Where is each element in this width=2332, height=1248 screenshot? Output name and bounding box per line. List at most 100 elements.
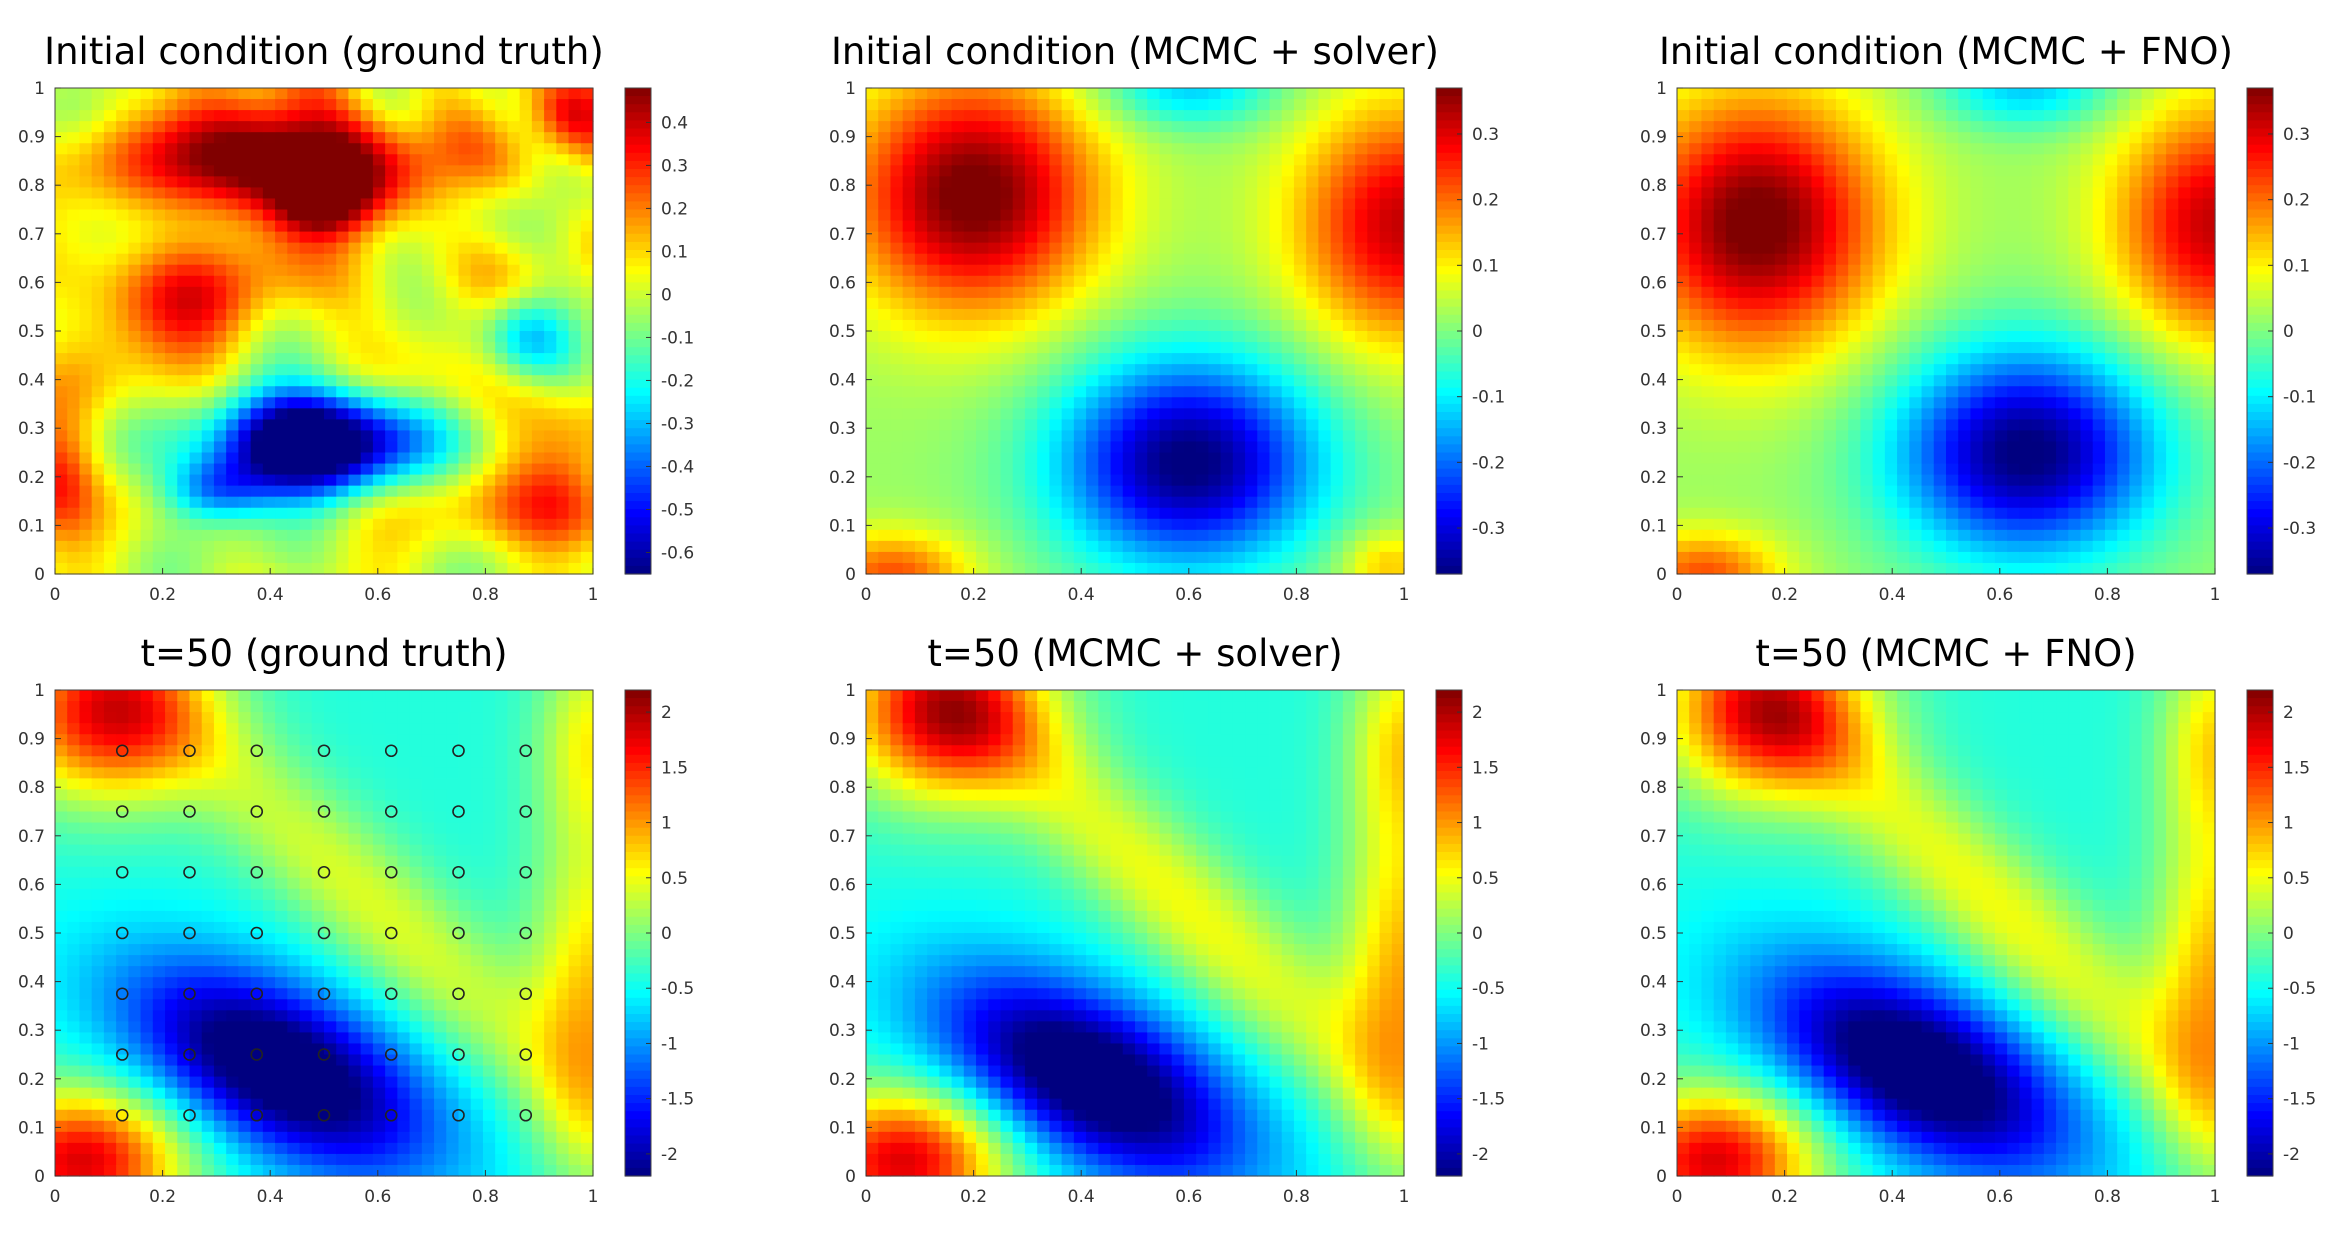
heatmap-cell [939,264,953,277]
heatmap-cell [152,452,166,465]
heatmap-cell [128,474,142,487]
heatmap-cell [1293,507,1307,520]
heatmap-cell [507,275,521,288]
heatmap-cell [79,529,93,542]
heatmap-cell [250,397,264,409]
heatmap-cell [519,319,533,332]
heatmap-cell [531,397,545,409]
heatmap-cell [1135,551,1148,564]
heatmap-cell [1897,441,1910,454]
heatmap-cell [360,540,374,553]
heatmap-cell [446,154,460,166]
heatmap-cell [287,198,301,211]
heatmap-cell [299,452,313,465]
heatmap-cell [1269,441,1283,454]
heatmap-cell [1762,518,1776,531]
heatmap-cell [939,308,953,321]
heatmap-cell [1281,220,1295,233]
heatmap-cell [1306,430,1320,443]
heatmap-cell [409,253,423,266]
heatmap-cell [1012,275,1026,288]
heatmap-cell [1183,463,1197,476]
heatmap-cell [1725,297,1739,310]
heatmap-cell [1689,286,1703,299]
heatmap-cell [1689,331,1703,343]
heatmap-cell [177,375,191,387]
heatmap-cell [1909,154,1923,166]
heatmap-cell [446,342,460,354]
heatmap-cell [1061,209,1075,222]
heatmap-cell [1860,308,1874,321]
heatmap-cell [1220,187,1234,200]
heatmap-cell [951,198,965,211]
heatmap-cell [878,132,892,144]
heatmap-cell [360,364,374,376]
heatmap-cell [1110,463,1124,476]
heatmap-cell [866,441,879,454]
heatmap-cell [1677,154,1690,166]
heatmap-cell [189,562,203,575]
heatmap-cell [1171,419,1185,432]
heatmap-cell [890,242,904,255]
heatmap-cell [976,507,989,520]
heatmap-cell [1823,132,1837,144]
heatmap-cell [1330,264,1344,277]
heatmap-cell [1000,375,1014,387]
heatmap-cell [250,253,264,266]
heatmap-cell [1012,308,1026,321]
heatmap-cell [1232,176,1246,189]
heatmap-cell [287,253,301,266]
heatmap-cell [128,198,142,211]
heatmap-cell [1909,441,1923,454]
heatmap-cell [1183,286,1197,299]
heatmap-cell [1306,551,1320,564]
heatmap-cell [446,132,460,144]
heatmap-cell [1024,386,1038,398]
heatmap-cell [409,562,423,575]
heatmap-cell [446,143,460,155]
heatmap-cell [1257,353,1271,365]
heatmap-cell [1787,518,1800,531]
heatmap-cell [299,529,313,542]
heatmap-cell [434,88,447,100]
heatmap-cell [482,562,496,575]
heatmap-cell [1159,342,1173,354]
heatmap-cell [1208,308,1222,321]
heatmap-cell [866,242,879,255]
heatmap-cell [262,99,276,111]
heatmap-cell [1086,518,1099,531]
heatmap-cell [927,165,940,177]
heatmap-cell [1355,397,1368,409]
heatmap-cell [1835,441,1849,454]
heatmap-cell [128,562,142,575]
heatmap-cell [1762,342,1776,354]
heatmap-cell [385,353,398,365]
heatmap-cell [1811,474,1825,487]
heatmap-cell [1269,143,1283,155]
heatmap-cell [1073,342,1087,354]
heatmap-cell [580,198,594,211]
heatmap-cell [397,110,411,122]
heatmap-cell [189,364,203,376]
heatmap-cell [1799,353,1813,365]
heatmap-cell [1086,408,1099,420]
heatmap-cell [275,88,288,100]
heatmap-cell [238,474,252,487]
heatmap-cell [1848,496,1862,509]
heatmap-cell [67,507,81,520]
heatmap-cell [1098,485,1112,498]
heatmap-cell [1799,540,1813,553]
heatmap-cell [1367,375,1381,387]
heatmap-cell [213,408,227,420]
heatmap-cell [519,507,533,520]
heatmap-cell [1269,408,1283,420]
heatmap-cell [79,187,93,200]
heatmap-cell [128,518,142,531]
heatmap-cell [1342,253,1356,266]
heatmap-cell [434,529,447,542]
colorbar-segment [625,217,651,227]
heatmap-cell [226,143,240,155]
heatmap-cell [250,331,264,343]
heatmap-cell [1725,463,1739,476]
heatmap-cell [1799,242,1813,255]
